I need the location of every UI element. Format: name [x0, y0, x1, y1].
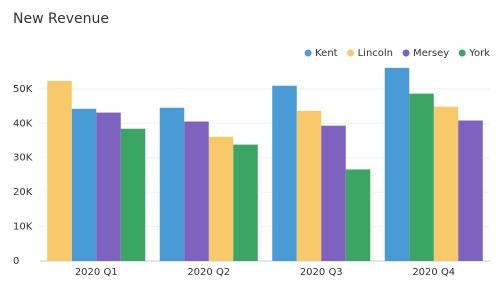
- legend-swatch: [458, 49, 466, 57]
- bar: [71, 108, 97, 261]
- bar: [233, 144, 258, 261]
- x-tick-label: 2020 Q2: [187, 267, 230, 278]
- legend-swatch: [347, 49, 355, 57]
- y-tick-label: 50K: [13, 84, 33, 95]
- bar: [345, 169, 371, 261]
- bar: [47, 80, 72, 261]
- bar: [409, 93, 434, 261]
- y-tick-label: 0: [13, 256, 19, 267]
- x-tick-label: 2020 Q3: [300, 267, 343, 278]
- bar: [96, 112, 121, 261]
- legend-label: Lincoln: [358, 48, 393, 59]
- y-tick-label: 40K: [13, 118, 33, 129]
- bar: [296, 110, 322, 261]
- y-tick-label: 30K: [13, 153, 33, 164]
- legend-swatch: [402, 49, 410, 57]
- legend-label: Kent: [315, 48, 338, 59]
- bar: [433, 106, 459, 261]
- legend-label: Mersey: [413, 48, 449, 59]
- bar: [384, 67, 410, 262]
- legend-label: York: [468, 48, 490, 59]
- bar: [272, 85, 297, 261]
- legend-swatch: [304, 49, 312, 57]
- bar: [458, 120, 483, 261]
- bar: [184, 121, 209, 262]
- y-tick-label: 10K: [13, 222, 33, 233]
- bar: [120, 128, 146, 261]
- y-tick-label: 20K: [13, 187, 33, 198]
- chart-title: New Revenue: [13, 11, 109, 27]
- bar: [159, 107, 185, 261]
- bar: [321, 125, 346, 262]
- x-tick-label: 2020 Q4: [412, 267, 455, 278]
- bar: [208, 136, 234, 261]
- x-tick-label: 2020 Q1: [75, 267, 118, 278]
